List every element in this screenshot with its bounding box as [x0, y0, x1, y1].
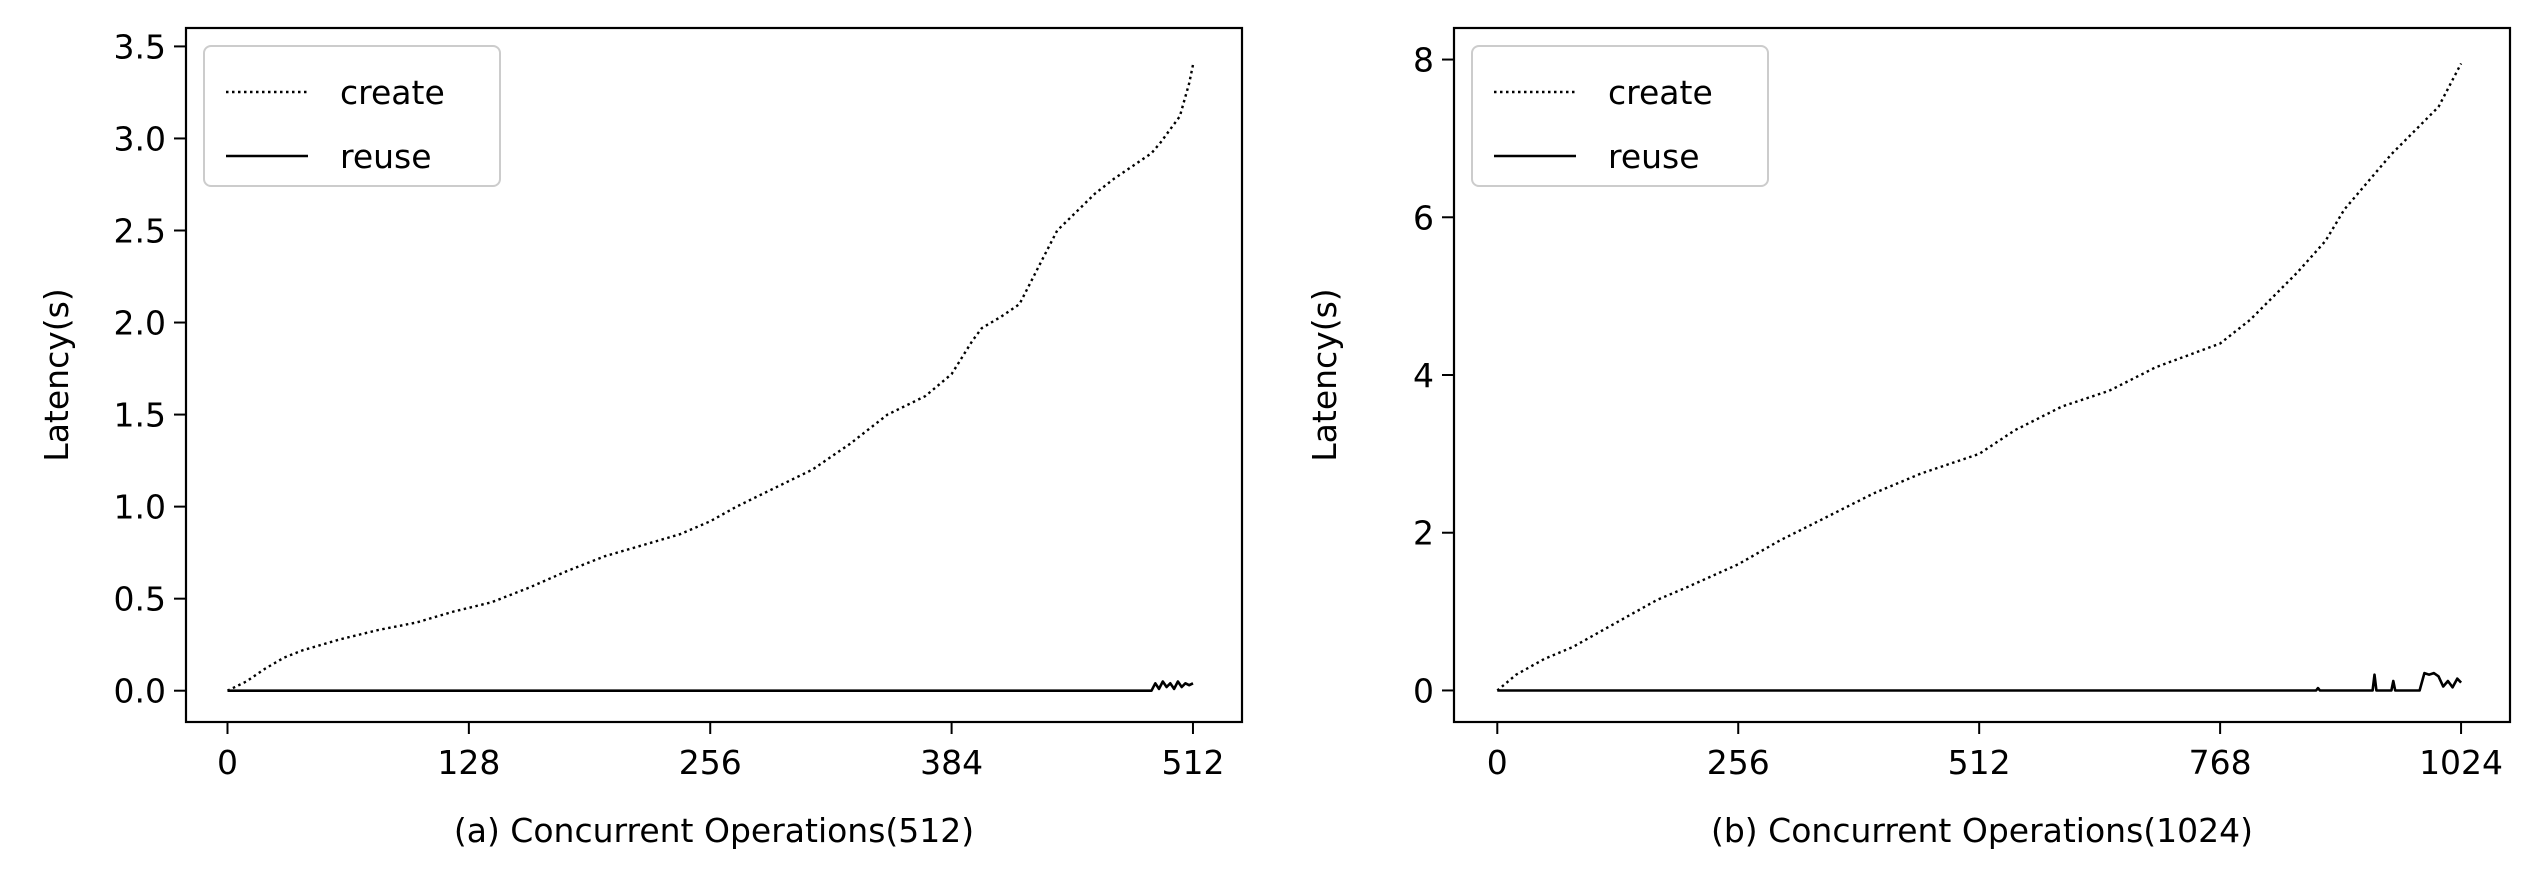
x-tick-label: 128 — [437, 743, 500, 782]
series-line-reuse — [227, 680, 1194, 693]
y-tick-label: 2 — [1413, 514, 1434, 553]
y-tick-label: 3.0 — [114, 119, 166, 158]
y-tick-label: 4 — [1413, 356, 1434, 395]
x-tick-label: 768 — [2189, 743, 2252, 782]
chart-panel-1: 0 256 512 768 1024 0 2 4 6 8 (b) Concurrent Operat… — [1305, 26, 2512, 850]
y-tick-label: 3.5 — [114, 27, 166, 66]
legend-label-reuse: reuse — [340, 137, 432, 176]
x-axis-label: (b) Concurrent Operations(1024) — [1711, 811, 2253, 850]
x-axis-label: (a) Concurrent Operations(512) — [454, 811, 974, 850]
x-tick-label: 0 — [217, 743, 238, 782]
x-tick-label: 256 — [679, 743, 742, 782]
y-tick-label: 1.5 — [114, 396, 166, 435]
x-tick-label: 512 — [1948, 743, 2011, 782]
legend-label-create: create — [1608, 73, 1713, 112]
legend-label-create: create — [340, 73, 445, 112]
x-tick-label: 384 — [920, 743, 983, 782]
legend-box — [203, 45, 501, 187]
series-line-reuse — [1497, 671, 2463, 692]
y-tick-label: 1.0 — [114, 488, 166, 527]
legend-box — [1471, 45, 1769, 187]
y-tick-label: 2.5 — [114, 211, 166, 250]
y-tick-label: 6 — [1413, 198, 1434, 237]
x-tick-label: 0 — [1487, 743, 1508, 782]
x-tick-label: 1024 — [2419, 743, 2503, 782]
axes-frame — [184, 26, 1244, 724]
y-tick-label: 0.5 — [114, 580, 166, 619]
legend: create reuse — [203, 45, 501, 187]
y-axis-label: Latency(s) — [1305, 288, 1344, 461]
x-tick-label: 256 — [1707, 743, 1770, 782]
series-line-create — [226, 64, 1195, 692]
chart-panel-0: 0 128 256 384 512 0.0 0.5 1.0 1.5 2.0 2.5 3.0 3.5 (a)… — [37, 26, 1244, 850]
x-tick-label: 512 — [1161, 743, 1224, 782]
y-tick-label: 0.0 — [114, 672, 166, 711]
legend: create reuse — [1471, 45, 1769, 187]
y-tick-label: 8 — [1413, 41, 1434, 80]
y-axis-label: Latency(s) — [37, 288, 76, 461]
y-tick-label: 0 — [1413, 671, 1434, 710]
y-tick-label: 2.0 — [114, 304, 166, 343]
legend-label-reuse: reuse — [1608, 137, 1700, 176]
